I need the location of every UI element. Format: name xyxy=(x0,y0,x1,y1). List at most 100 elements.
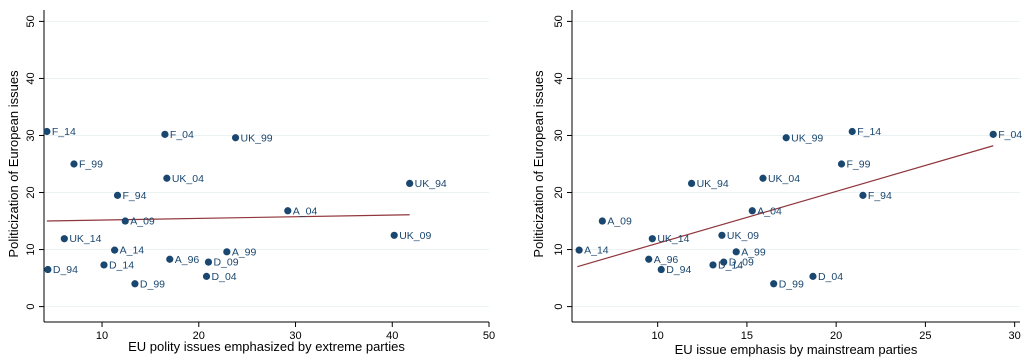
chart-panel-1: 0 10 20 30 40 50 10 20 30 40 50 EU polity issues em… xyxy=(6,10,495,354)
data-point-label: F_94 xyxy=(868,190,892,202)
data-point xyxy=(575,246,583,254)
data-point xyxy=(111,246,119,254)
data-point-label: D_94 xyxy=(666,264,691,276)
data-point xyxy=(770,280,778,288)
data-point-label: A_09 xyxy=(130,216,155,228)
data-point-label: D_04 xyxy=(212,271,237,283)
y-tick-label: 50 xyxy=(25,15,37,27)
y-tick-label: 20 xyxy=(25,186,37,198)
data-point-label: UK_04 xyxy=(172,173,204,185)
data-point xyxy=(70,160,78,168)
data-point-label: A_04 xyxy=(293,205,318,217)
data-point xyxy=(204,258,213,266)
data-point-label: D_99 xyxy=(779,278,804,290)
data-point-label: UK_14 xyxy=(657,233,689,245)
data-point-label: F_94 xyxy=(123,190,147,202)
data-point-label: UK_94 xyxy=(697,178,729,190)
data-point xyxy=(648,235,656,243)
data-point xyxy=(284,207,292,215)
y-axis-title: Politicization of European issues xyxy=(6,70,21,258)
data-point-label: D_94 xyxy=(53,264,78,276)
data-point-label: A_14 xyxy=(120,245,145,257)
data-point xyxy=(131,280,139,288)
data-point xyxy=(121,217,129,225)
data-point xyxy=(100,261,108,269)
data-point xyxy=(720,258,728,266)
y-tick-label: 10 xyxy=(25,243,37,255)
fitted-line xyxy=(46,214,410,222)
data-point-label: UK_14 xyxy=(69,233,101,245)
data-point-label: D_04 xyxy=(818,271,843,283)
data-point xyxy=(202,272,211,280)
y-tick-label: 20 xyxy=(553,186,565,198)
data-point-label: D_14 xyxy=(109,259,134,271)
data-point xyxy=(809,272,817,280)
data-point xyxy=(732,248,740,256)
x-axis-title: EU polity issues emphasized by extreme p… xyxy=(128,339,405,354)
data-point-label: A_99 xyxy=(741,246,766,258)
data-point-label: F_04 xyxy=(998,129,1022,141)
data-point-label: F_14 xyxy=(857,126,881,138)
data-point-label: F_04 xyxy=(170,129,194,141)
x-tick-label: 30 xyxy=(289,330,301,342)
data-point-label: A_09 xyxy=(607,216,632,228)
data-point xyxy=(848,127,856,136)
data-point-label: UK_94 xyxy=(415,178,447,190)
y-tick-label: 30 xyxy=(25,129,37,141)
y-tick-label: 30 xyxy=(553,129,565,141)
data-point-label: UK_99 xyxy=(791,132,823,144)
data-point-label: D_09 xyxy=(729,257,754,269)
data-point-label: A_14 xyxy=(584,245,609,257)
data-point-label: UK_99 xyxy=(241,132,273,144)
data-point xyxy=(161,130,169,138)
fitted-line xyxy=(577,145,994,268)
chart-panel-2: 0 10 20 30 40 50 10 15 20 25 30 EU issue emphasis b… xyxy=(531,10,1022,357)
x-tick-label: 30 xyxy=(1009,330,1021,342)
y-tick-label: 0 xyxy=(553,304,565,310)
data-point xyxy=(718,231,726,239)
data-point xyxy=(645,255,653,263)
data-point-label: A_96 xyxy=(175,254,200,266)
data-point-label: UK_09 xyxy=(399,230,431,242)
data-point xyxy=(231,134,240,142)
data-point xyxy=(390,231,398,239)
data-point-label: A_04 xyxy=(757,205,782,217)
data-point xyxy=(837,160,846,168)
x-tick-label: 25 xyxy=(919,330,931,342)
data-point xyxy=(113,191,122,199)
x-tick-label: 10 xyxy=(652,330,664,342)
data-point xyxy=(782,134,790,142)
data-point xyxy=(687,179,696,187)
data-point xyxy=(657,265,665,274)
data-point xyxy=(598,217,606,225)
data-point xyxy=(859,191,867,199)
data-point xyxy=(709,261,717,269)
data-point-label: A_99 xyxy=(232,246,257,258)
y-tick-label: 40 xyxy=(553,72,565,84)
x-tick-label: 40 xyxy=(386,330,398,342)
data-point-label: D_09 xyxy=(213,257,238,269)
data-point xyxy=(60,235,68,243)
data-point-label: A_96 xyxy=(654,254,679,266)
data-point xyxy=(44,265,52,274)
y-tick-label: 0 xyxy=(25,304,37,310)
data-point xyxy=(989,130,997,138)
data-point-label: UK_04 xyxy=(768,173,800,185)
x-axis-title: EU issue emphasis by mainstream parties xyxy=(675,342,918,357)
x-tick-label: 10 xyxy=(96,330,108,342)
x-tick-label: 20 xyxy=(193,330,205,342)
data-point xyxy=(163,174,171,182)
data-point xyxy=(759,174,767,182)
x-tick-label: 20 xyxy=(830,330,842,342)
data-point xyxy=(748,207,756,215)
data-point-label: UK_09 xyxy=(727,230,759,242)
x-tick-label: 50 xyxy=(483,330,495,342)
y-tick-label: 40 xyxy=(25,72,37,84)
data-point-label: F_99 xyxy=(79,159,103,171)
x-tick-label: 15 xyxy=(741,330,753,342)
data-point xyxy=(223,248,231,256)
data-point xyxy=(43,127,51,136)
y-tick-label: 50 xyxy=(553,15,565,27)
